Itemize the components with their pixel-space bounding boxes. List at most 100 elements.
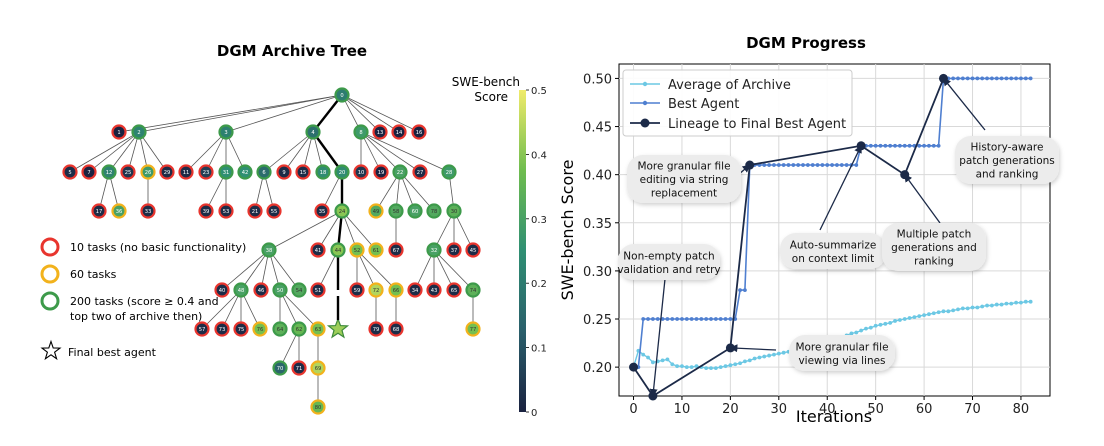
tree-node-74: 74 xyxy=(465,282,481,298)
average-of-archive-point xyxy=(713,366,718,370)
tree-node-61: 61 xyxy=(368,242,384,258)
average-of-archive-point xyxy=(922,313,926,318)
tree-node-circle xyxy=(368,282,384,298)
average-of-archive-point xyxy=(989,303,994,308)
tree-node-19: 19 xyxy=(373,164,389,180)
tree-node-label: 44 xyxy=(335,248,342,254)
x-tick-label: 80 xyxy=(1013,402,1030,417)
tree-node-circle xyxy=(218,203,234,219)
average-of-archive-point xyxy=(951,308,956,313)
tree-node-41: 41 xyxy=(310,242,326,258)
tree-node-label: 51 xyxy=(315,288,322,294)
tree-node-label: 80 xyxy=(315,405,322,411)
best-agent-point xyxy=(907,143,912,148)
tree-node-24: 24 xyxy=(334,203,350,219)
tree-node-40: 40 xyxy=(214,282,230,298)
tree-node-label: 55 xyxy=(271,209,278,215)
best-agent-point xyxy=(786,163,791,167)
tree-node-circle xyxy=(310,360,326,376)
tree-node-circle xyxy=(446,282,462,298)
tree-node-circle xyxy=(446,203,462,219)
tree-node-label: 17 xyxy=(96,209,103,215)
average-of-archive-point xyxy=(999,302,1004,307)
best-agent-point xyxy=(680,317,684,321)
best-agent-point xyxy=(684,317,689,321)
tree-node-14: 14 xyxy=(391,124,407,140)
tree-node-20: 20 xyxy=(334,164,350,180)
best-agent-point xyxy=(994,76,999,81)
annotation-text: Auto-summarize xyxy=(790,239,877,251)
tree-node-label: 5 xyxy=(68,170,71,176)
tree-node-label: 22 xyxy=(397,170,404,176)
tree-edge xyxy=(225,94,343,133)
legend-box xyxy=(622,69,853,137)
tree-edge xyxy=(268,210,343,251)
tree-node-circle xyxy=(291,282,307,298)
tree-edge xyxy=(185,131,227,173)
tree-node-52: 52 xyxy=(349,242,365,258)
best-agent-point xyxy=(660,317,665,321)
tree-node-3: 3 xyxy=(218,124,234,140)
average-of-archive-point xyxy=(762,354,767,359)
average-of-archive-point xyxy=(931,311,936,316)
average-of-archive-point xyxy=(917,314,922,319)
annotation-text: Non-empty patch xyxy=(623,250,714,262)
tree-node-11: 11 xyxy=(178,164,194,180)
legend-label-200-tasks-line2: top two of archive then) xyxy=(70,310,202,323)
annotation-arrow xyxy=(819,144,862,231)
colorbar-tick-label: 0.2 xyxy=(531,279,547,290)
tree-node-label: 62 xyxy=(296,327,303,333)
average-of-archive-point xyxy=(723,364,728,369)
annotation-arrow xyxy=(904,173,941,224)
legend-label-average: Average of Archive xyxy=(668,78,791,93)
tree-node-65: 65 xyxy=(446,282,462,298)
tree-node-30: 30 xyxy=(446,203,462,219)
legend-label-60-tasks: 60 tasks xyxy=(70,268,117,281)
x-tick-label: 10 xyxy=(674,402,691,417)
tree-node-38: 38 xyxy=(261,242,277,258)
best-agent-point xyxy=(675,317,680,321)
tree-node-label: 67 xyxy=(393,248,400,254)
best-agent-point xyxy=(820,163,825,167)
tree-node-4: 4 xyxy=(305,124,321,140)
best-agent-point xyxy=(922,143,926,148)
tree-node-43: 43 xyxy=(426,282,442,298)
legend-label-10-tasks: 10 tasks (no basic functionality) xyxy=(70,241,246,254)
best-agent-point xyxy=(989,76,994,81)
average-of-archive-point xyxy=(680,364,684,369)
best-agent-point xyxy=(655,317,660,321)
tree-node-label: 61 xyxy=(373,248,380,254)
tree-node-label: 8 xyxy=(359,130,362,136)
tree-node-label: 71 xyxy=(296,366,303,372)
average-of-archive-point xyxy=(709,366,713,370)
average-of-archive-point xyxy=(752,356,757,361)
tree-node-circle xyxy=(120,164,136,180)
tree-edge xyxy=(138,94,343,133)
lineage-point xyxy=(629,362,639,372)
tree-node-circle xyxy=(159,164,175,180)
tree-node-circle xyxy=(291,321,307,337)
x-tick-label: 0 xyxy=(629,402,637,417)
average-of-archive-point xyxy=(985,303,989,308)
tree-node-circle xyxy=(253,282,269,298)
tree-node-circle xyxy=(111,124,127,140)
average-of-archive-point xyxy=(781,350,786,355)
tree-node-label: 10 xyxy=(358,170,365,176)
average-of-archive-point xyxy=(975,305,980,310)
tree-node-label: 49 xyxy=(373,209,380,215)
tree-node-72: 72 xyxy=(368,282,384,298)
average-of-archive-point xyxy=(883,321,888,326)
legend-label-200-tasks-line1: 200 tasks (score ≥ 0.4 and xyxy=(70,295,219,308)
legend-marker-average xyxy=(642,81,648,87)
tree-node-label: 52 xyxy=(354,248,361,254)
tree-node-circle xyxy=(426,203,442,219)
tree-node-31: 31 xyxy=(218,164,234,180)
tree-node-label: 60 xyxy=(412,209,419,215)
tree-node-circle xyxy=(426,242,442,258)
tree-node-label: 24 xyxy=(339,209,346,215)
best-agent-point xyxy=(762,163,767,167)
tree-node-label: 48 xyxy=(238,288,245,294)
average-of-archive-point xyxy=(897,318,902,322)
tree-node-circle xyxy=(388,242,404,258)
